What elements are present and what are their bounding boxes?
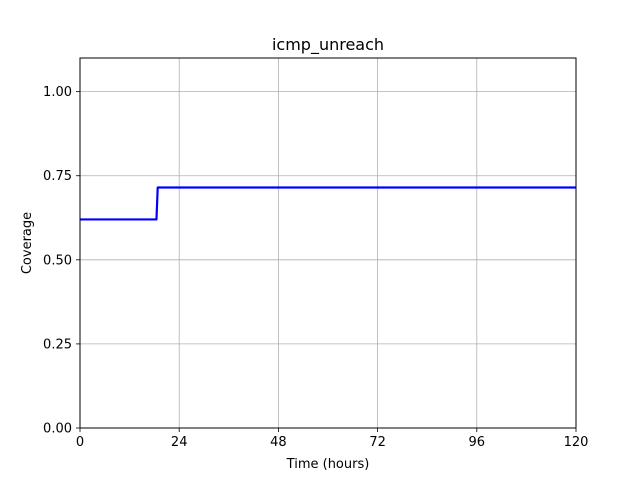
plot-frame (79, 57, 577, 429)
x-tick-label: 72 (369, 435, 386, 450)
y-tick-label: 0.00 (43, 422, 72, 437)
y-tick-label: 1.00 (43, 85, 72, 100)
x-tick-label: 0 (76, 435, 84, 450)
x-axis-label: Time (hours) (286, 457, 370, 472)
x-axis-ticks: 0 24 48 72 96 120 (76, 428, 589, 450)
y-tick-label: 0.75 (43, 169, 72, 184)
y-axis-ticks: 0.00 0.25 0.50 0.75 1.00 (43, 85, 80, 437)
series-line (80, 186, 576, 221)
x-tick-label: 48 (270, 435, 287, 450)
grid (79, 58, 577, 429)
y-axis-label: Coverage (20, 212, 35, 274)
y-tick-label: 0.25 (43, 337, 72, 352)
x-tick-label: 24 (171, 435, 188, 450)
y-tick-label: 0.50 (43, 253, 72, 268)
chart-title: icmp_unreach (272, 35, 384, 55)
x-tick-label: 96 (469, 435, 486, 450)
x-tick-label: 120 (564, 435, 589, 450)
series-layer (80, 186, 576, 221)
